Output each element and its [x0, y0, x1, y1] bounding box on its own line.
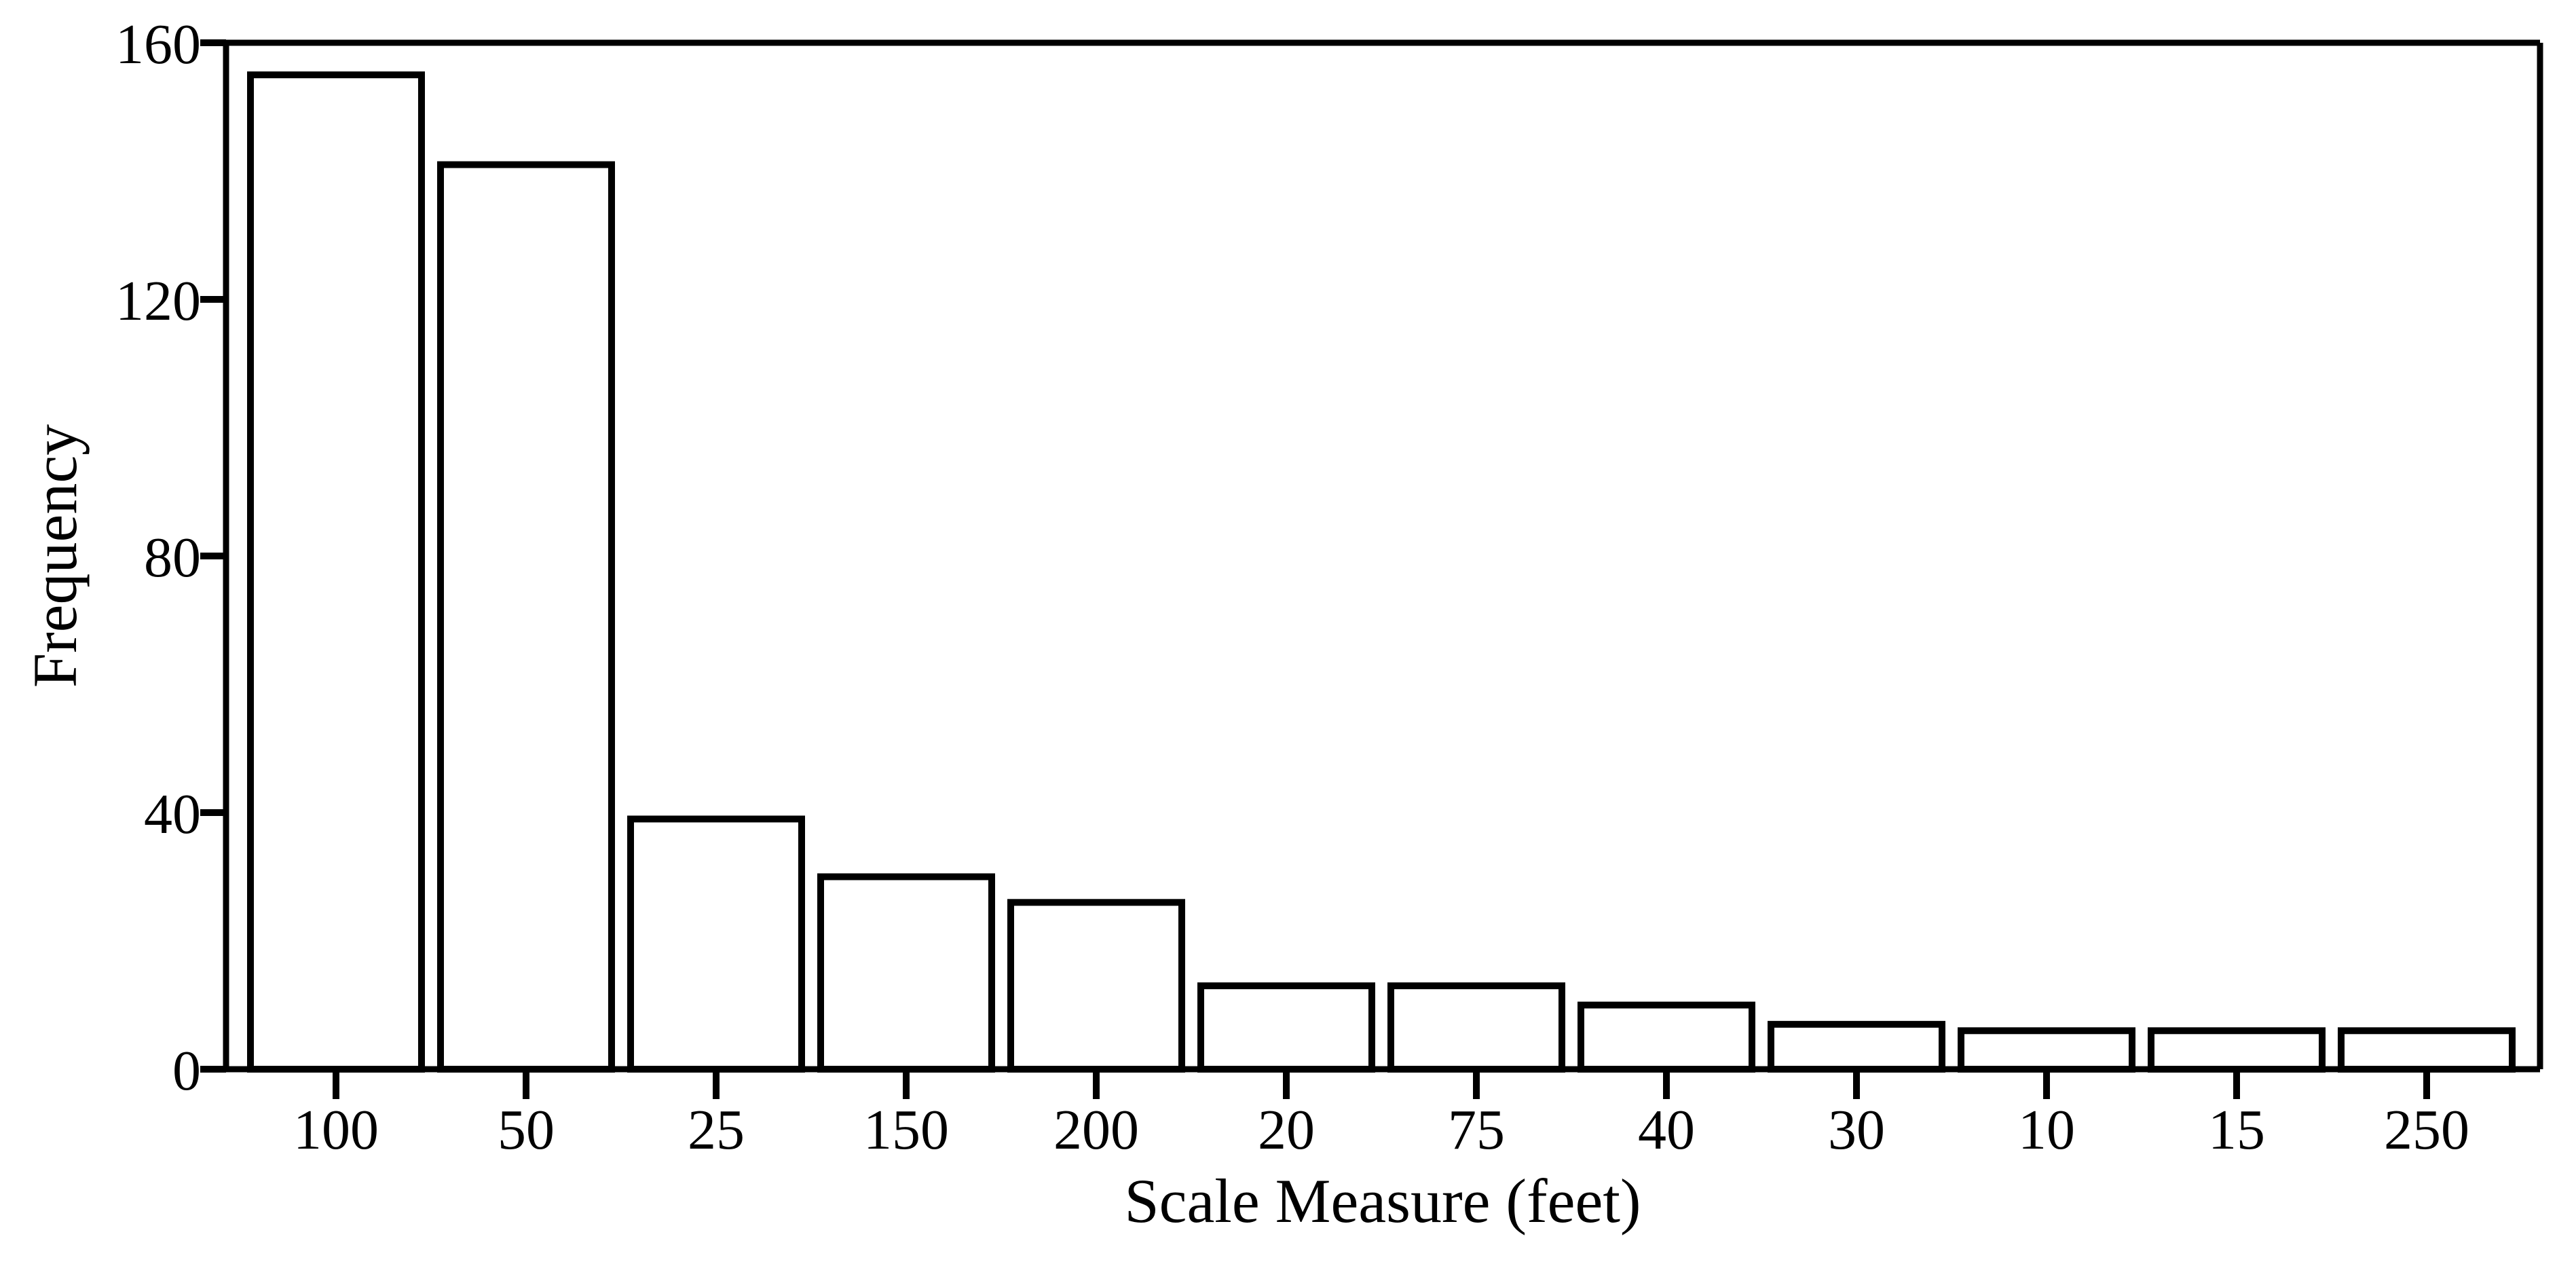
- y-tick-label: 0: [172, 1039, 201, 1102]
- y-tick-label: 80: [144, 526, 201, 589]
- y-axis-title: Frequency: [20, 424, 90, 688]
- x-tick-label: 30: [1828, 1098, 1885, 1162]
- x-axis-title: Scale Measure (feet): [1124, 1166, 1641, 1236]
- y-tick-label: 40: [144, 783, 201, 846]
- x-tick-label: 75: [1448, 1098, 1505, 1162]
- bar-40: [1578, 1001, 1755, 1073]
- x-axis-ticks: [333, 1069, 2430, 1099]
- bar-100: [247, 71, 425, 1073]
- bar-150: [817, 873, 995, 1073]
- x-tick-label: 100: [293, 1098, 379, 1162]
- x-tick-label: 25: [688, 1098, 745, 1162]
- y-axis-ticks: [200, 39, 226, 1073]
- x-axis-tick-labels: 100 50 25 150 200 20 75 40 30 10 15 250: [293, 1098, 2469, 1162]
- bar-15: [2148, 1027, 2326, 1073]
- x-tick-label: 40: [1638, 1098, 1695, 1162]
- bar-10: [1958, 1027, 2135, 1073]
- bar-200: [1007, 899, 1185, 1073]
- bars: [247, 71, 2516, 1073]
- x-tick-label: 15: [2208, 1098, 2265, 1162]
- x-tick-label: 150: [863, 1098, 949, 1162]
- x-tick-label: 200: [1053, 1098, 1139, 1162]
- y-axis-tick-labels: 0 40 80 120 160: [115, 13, 201, 1102]
- bar-75: [1387, 982, 1565, 1073]
- bar-20: [1197, 982, 1375, 1073]
- x-tick-label: 50: [498, 1098, 555, 1162]
- bar-30: [1768, 1020, 1945, 1073]
- bar-25: [627, 815, 805, 1073]
- bar-50: [437, 161, 615, 1073]
- x-tick-label: 250: [2384, 1098, 2469, 1162]
- bar-250: [2338, 1027, 2516, 1073]
- x-tick-label: 20: [1258, 1098, 1315, 1162]
- y-tick-label: 160: [115, 13, 201, 76]
- x-tick-label: 10: [2018, 1098, 2075, 1162]
- y-tick-label: 120: [115, 270, 201, 333]
